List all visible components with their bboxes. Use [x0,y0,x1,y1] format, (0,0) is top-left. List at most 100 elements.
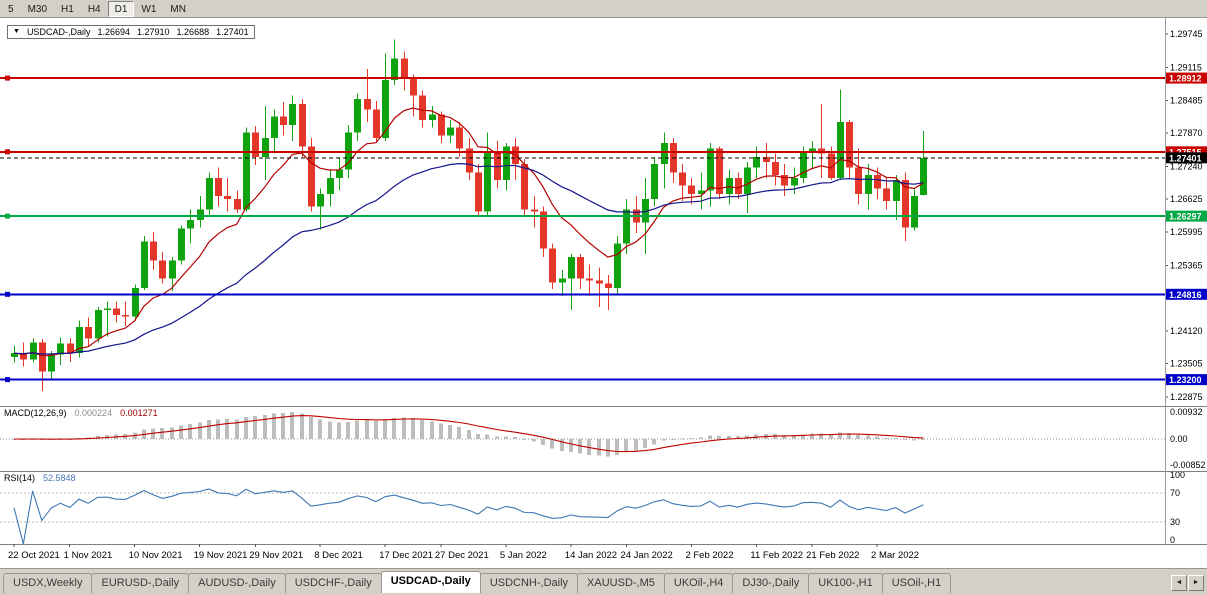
timeframe-button-m30[interactable]: M30 [27,3,48,15]
scroll-left-button[interactable]: ◄ [1171,575,1187,591]
price-tag-label: 1.27515 [1169,147,1202,157]
line-handle[interactable] [5,75,10,81]
line-handle[interactable] [5,213,10,219]
rsi-axis-label: 30 [1170,517,1180,527]
macd-histogram-bar [569,439,573,453]
price-tick-label: 1.26625 [1170,194,1203,204]
timeframe-button-5[interactable]: 5 [8,3,14,15]
chart-tab-usdcad-daily[interactable]: USDCAD-,Daily [380,571,481,593]
candle-body [401,58,408,78]
macd-histogram-bar [430,421,434,439]
macd-histogram-bar [504,436,508,439]
macd-name: MACD(12,26,9) [4,408,67,418]
chart-tab-usdchf-daily[interactable]: USDCHF-,Daily [284,573,382,593]
candle-body [623,209,630,244]
candle-body [429,114,436,120]
ohlc-close: 1.27401 [216,27,249,37]
chart-tab-usdcnh-daily[interactable]: USDCNH-,Daily [479,573,579,593]
candle-body [577,257,584,279]
line-handle[interactable] [5,291,10,297]
chart-tab-audusd-daily[interactable]: AUDUSD-,Daily [188,573,286,593]
macd-histogram-bar [522,439,526,440]
price-tick-label: 1.27870 [1170,128,1203,138]
candle-body [419,95,426,120]
scroll-right-button[interactable]: ► [1188,575,1204,591]
candle-body [883,188,890,202]
candle-body [744,167,751,194]
candle-body [763,156,770,163]
chart-tab-usoil-h1[interactable]: USOil-,H1 [881,573,952,593]
macd-histogram-bar [374,420,378,439]
price-tick-label: 1.25365 [1170,260,1203,270]
moving-average-line [13,107,924,357]
line-handle[interactable] [5,149,10,155]
macd-histogram-bar [309,417,313,439]
timeframe-button-w1[interactable]: W1 [141,3,157,15]
candle-body [800,151,807,178]
chart-tab-xauusd-m5[interactable]: XAUUSD-,M5 [577,573,665,593]
price-tag-label: 1.28912 [1169,74,1202,84]
candle-body [215,177,222,196]
chart-tab-ukoil-h4[interactable]: UKOil-,H4 [663,573,734,593]
date-label: 5 Jan 2022 [500,550,547,561]
candlestick-series [11,39,927,392]
candle-body [57,343,64,355]
candle-body [902,180,909,228]
macd-histogram-bar [838,432,842,439]
candle-body [586,278,593,281]
candle-body [48,354,55,372]
candle-body [317,193,324,207]
macd-histogram-bar [411,418,415,439]
collapse-arrow-icon[interactable]: ▼ [13,28,20,35]
timeframe-button-d1[interactable]: D1 [107,0,135,17]
chart-tab-dj30-daily[interactable]: DJ30-,Daily [732,573,810,593]
date-label: 29 Nov 2021 [249,550,303,561]
rsi-value: 52.5848 [43,473,76,483]
macd-histogram-bar [495,436,499,439]
timeframe-button-h1[interactable]: H1 [61,3,74,15]
price-tick-label: 1.23505 [1170,359,1203,369]
candle-body [364,98,371,110]
candle-body [549,248,556,283]
macd-axis-label: 0.00932 [1170,407,1203,417]
chart-tab-usdx-weekly[interactable]: USDX,Weekly [3,573,93,593]
macd-histogram-bar [745,435,749,439]
chart-canvas[interactable]: 1.29745 1.29115 1.28485 1.27870 1.27240 1.266… [0,0,1207,568]
macd-histogram-bar [281,412,285,439]
candle-body [716,148,723,194]
candle-body [503,146,510,181]
price-tag-label: 1.23200 [1169,375,1202,385]
candle-body [391,58,398,80]
timeframe-button-mn[interactable]: MN [170,3,186,15]
macd-histogram-bar [402,417,406,439]
chart-tab-uk100-h1[interactable]: UK100-,H1 [808,573,883,593]
candle-body [614,243,621,288]
macd-axis-label: 0.00 [1170,434,1188,444]
macd-histogram-bar [225,419,229,439]
macd-histogram-bar [624,439,628,453]
macd-axis-label: -0.00852 [1170,460,1206,470]
macd-histogram-bar [875,436,879,439]
chart-tab-eurusd-daily[interactable]: EURUSD-,Daily [91,573,190,593]
candle-body [169,260,176,279]
time-axis[interactable]: 22 Oct 2021 1 Nov 2021 10 Nov 2021 19 Nov 2… [8,544,919,561]
price-level-tag [1166,146,1207,158]
candle-body [642,199,649,223]
candle-body [252,132,259,157]
macd-histogram-bar [801,434,805,439]
macd-histogram-bar [253,416,257,439]
macd-histogram-bar [717,436,721,439]
candle-body [809,148,816,152]
macd-histogram-bar [476,434,480,439]
price-axis[interactable]: 1.29745 1.29115 1.28485 1.27870 1.27240 1.266… [1165,29,1203,402]
macd-histogram-bar [921,439,925,440]
candle-body [39,342,46,372]
timeframe-button-h4[interactable]: H4 [87,3,101,15]
candle-body [698,190,705,194]
price-tick-label: 1.24120 [1170,326,1203,336]
candle-body [30,342,37,360]
macd-histogram-bar [578,439,582,454]
price-level-tag [1166,288,1207,300]
candle-body [354,98,361,133]
line-handle[interactable] [5,377,10,383]
